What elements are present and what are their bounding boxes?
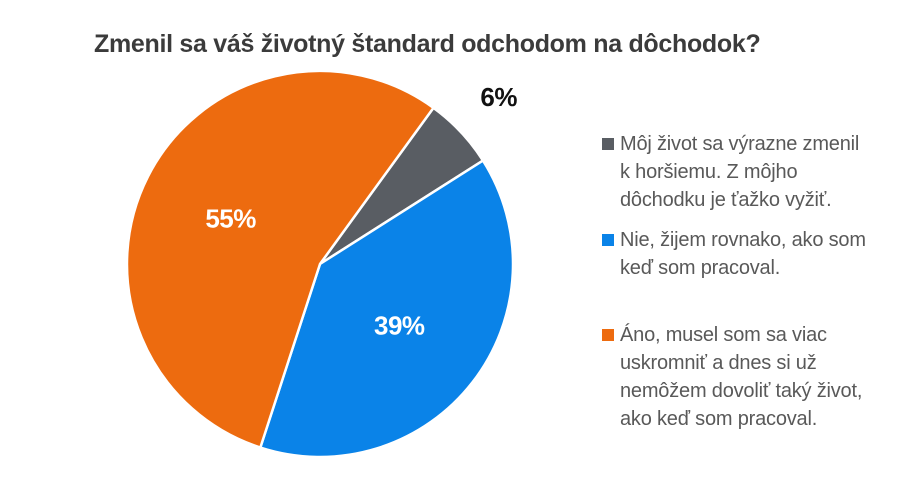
legend-label-more-modest: Áno, musel som sa viac uskromniť a dnes …	[620, 324, 863, 430]
chart-title: Zmenil sa váš životný štandard odchodom …	[94, 30, 761, 58]
legend-swatch-same	[602, 234, 614, 246]
legend-label-same: Nie, žijem rovnako, ako som keď som prac…	[620, 229, 866, 279]
legend-swatch-more-modest	[602, 329, 614, 341]
chart-legend: Môj život sa výrazne zmenil k horšiemu. …	[602, 0, 910, 484]
pie-chart: 6% 39% 55%	[125, 69, 518, 459]
legend-label-worse: Môj život sa výrazne zmenil k horšiemu. …	[620, 133, 860, 211]
pie-slice-more-modest	[125, 69, 435, 449]
legend-item-worse: Môj život sa výrazne zmenil k horšiemu. …	[602, 130, 859, 214]
pie-percent-label-same: 39%	[374, 311, 425, 341]
pie-percent-label-more-modest: 55%	[205, 203, 256, 233]
legend-item-same: Nie, žijem rovnako, ako som keď som prac…	[602, 226, 866, 282]
pie-percent-label-worse: 6%	[480, 82, 517, 112]
legend-item-more-modest: Áno, musel som sa viac uskromniť a dnes …	[602, 321, 862, 433]
pie-slice-same	[259, 159, 515, 459]
legend-swatch-worse	[602, 138, 614, 150]
